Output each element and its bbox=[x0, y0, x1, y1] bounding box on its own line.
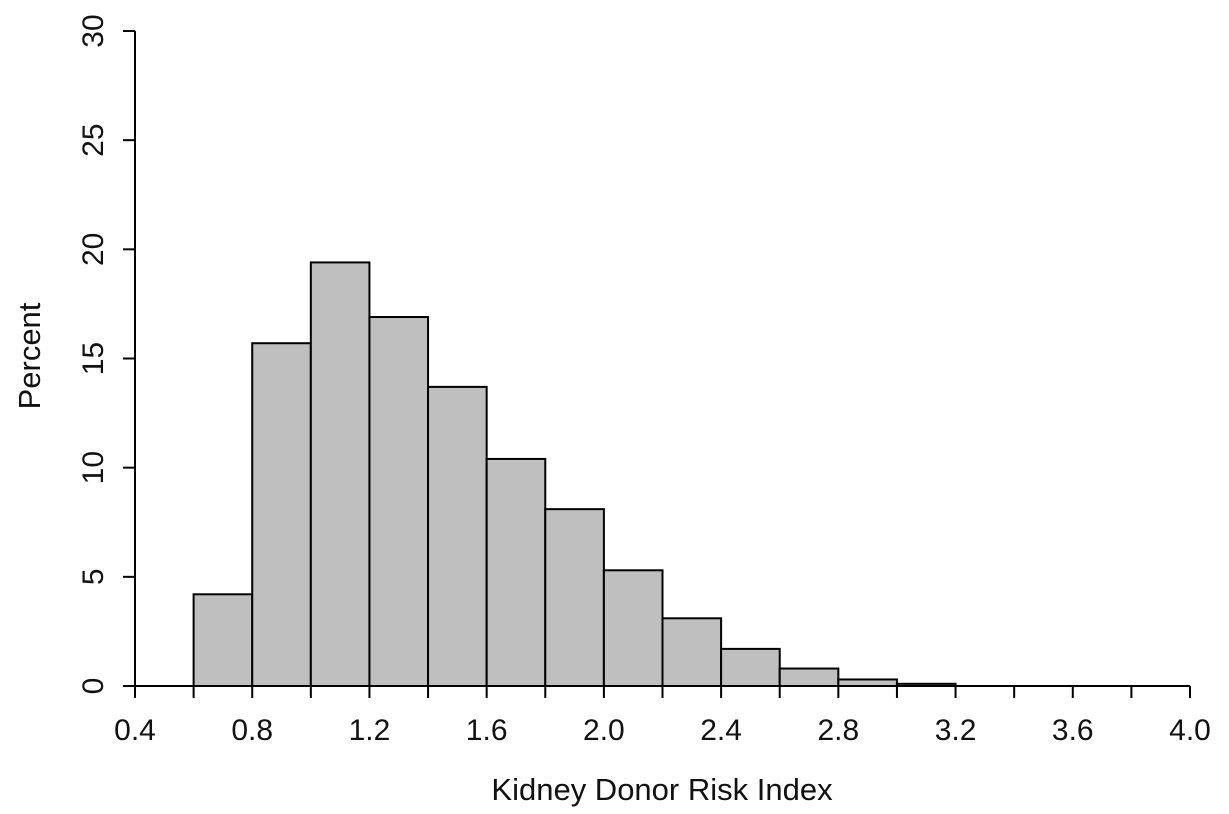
histogram-bar-6 bbox=[544, 508, 605, 687]
histogram-bar-1 bbox=[251, 342, 312, 687]
histogram-bar-2 bbox=[309, 261, 371, 687]
x-tick-label-4: 2.0 bbox=[583, 714, 625, 747]
histogram-bar-7 bbox=[602, 569, 664, 687]
x-axis: 0.4 0.8 1.2 1.6 2.0 2.4 2.8 3.2 3.6 4.0 bbox=[114, 685, 1211, 747]
y-tick-label-2: 10 bbox=[77, 451, 110, 484]
histogram-bar-4 bbox=[427, 385, 488, 687]
y-axis-title: Percent bbox=[12, 302, 47, 409]
histogram-bar-0 bbox=[192, 593, 254, 687]
y-tick-label-0: 0 bbox=[77, 678, 110, 695]
x-tick-label-7: 3.2 bbox=[935, 714, 977, 747]
x-tick-label-2: 1.2 bbox=[349, 714, 391, 747]
y-tick-label-3: 15 bbox=[77, 342, 110, 375]
y-tick-label-6: 30 bbox=[77, 14, 110, 47]
x-tick-label-1: 0.8 bbox=[231, 714, 273, 747]
y-tick-label-1: 5 bbox=[77, 568, 110, 585]
x-tick-label-5: 2.4 bbox=[700, 714, 742, 747]
x-axis-title: Kidney Donor Risk Index bbox=[491, 772, 833, 807]
x-tick-label-0: 0.4 bbox=[114, 714, 156, 747]
x-tick-label-8: 3.6 bbox=[1052, 714, 1094, 747]
histogram-bar-5 bbox=[485, 457, 547, 687]
bars-group bbox=[192, 261, 957, 688]
y-axis: 0 5 10 15 20 25 30 bbox=[77, 14, 136, 695]
x-tick-label-6: 2.8 bbox=[817, 714, 859, 747]
y-tick-label-4: 20 bbox=[77, 233, 110, 266]
histogram-bar-8 bbox=[661, 617, 723, 687]
histogram-bar-3 bbox=[368, 316, 430, 687]
x-tick-label-3: 1.6 bbox=[466, 714, 508, 747]
x-tick-label-9: 4.0 bbox=[1169, 714, 1211, 747]
y-tick-label-5: 25 bbox=[77, 123, 110, 156]
histogram-bar-9 bbox=[720, 647, 781, 688]
histogram-bar-10 bbox=[778, 667, 840, 687]
